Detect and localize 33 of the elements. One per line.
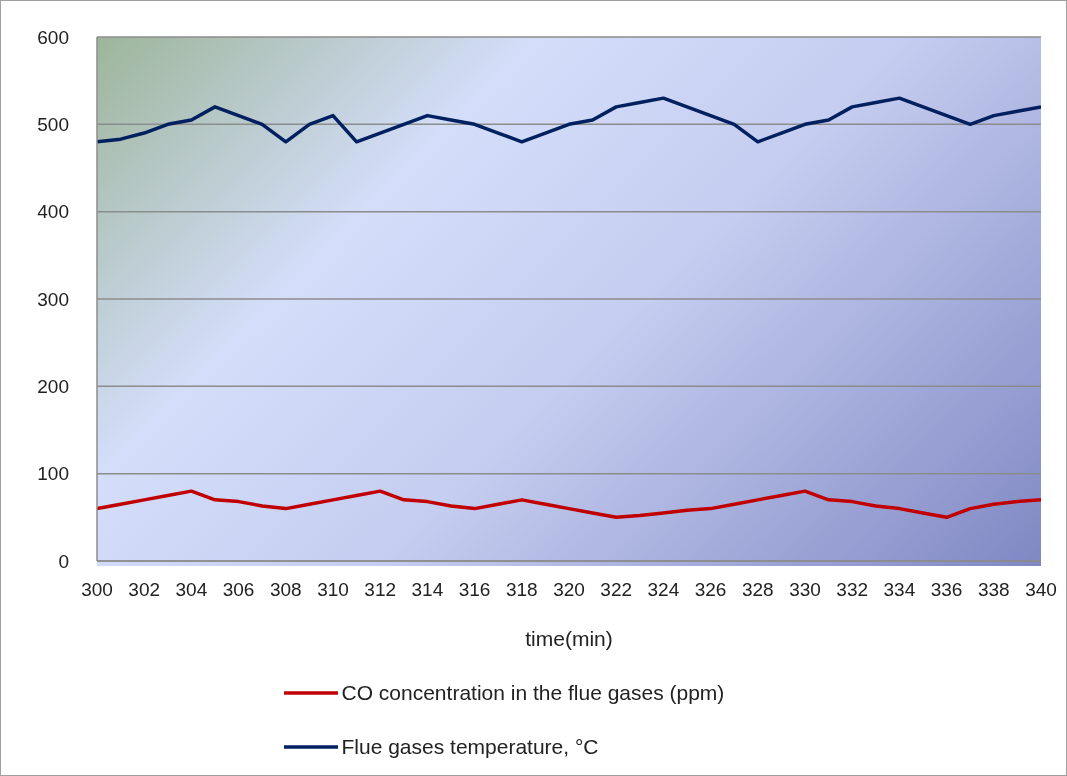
- x-tick-label: 316: [458, 579, 491, 601]
- x-tick-label: 340: [1025, 579, 1057, 601]
- x-tick-label: 324: [647, 579, 680, 601]
- line-series: [97, 96, 1041, 144]
- legend-label: CO concentration in the flue gases (ppm): [341, 681, 725, 705]
- x-axis-title: time(min): [525, 627, 613, 650]
- x-tick-label: 312: [364, 579, 397, 601]
- x-tick-label: 304: [175, 579, 208, 601]
- x-tick-label: 336: [930, 579, 963, 601]
- x-tick-label: 332: [836, 579, 869, 601]
- x-tick-label: 328: [741, 579, 774, 601]
- x-tick-label: 326: [694, 579, 727, 601]
- x-tick-label: 322: [600, 579, 633, 601]
- x-tick-label: 338: [977, 579, 1010, 601]
- x-tick-label: 314: [411, 579, 444, 601]
- x-tick-label: 310: [317, 579, 349, 601]
- legend-label: Flue gases temperature, °C: [341, 735, 599, 759]
- x-tick-label: 320: [553, 579, 585, 601]
- y-tick-label: 600: [37, 26, 69, 48]
- y-tick-label: 300: [37, 288, 69, 310]
- x-tick-label: 330: [789, 579, 821, 601]
- x-tick-label: 306: [222, 579, 255, 601]
- x-tick-label: 300: [81, 579, 113, 601]
- y-tick-label: 400: [37, 201, 69, 223]
- x-tick-label: 334: [883, 579, 916, 601]
- y-tick-label: 100: [37, 463, 69, 485]
- y-tick-label: 200: [37, 376, 69, 398]
- x-tick-label: 308: [269, 579, 302, 601]
- y-tick-label: 500: [37, 114, 69, 136]
- line-series: [97, 489, 1041, 520]
- x-tick-label: 302: [128, 579, 161, 601]
- y-tick-label: 0: [58, 550, 69, 572]
- x-tick-label: 318: [505, 579, 538, 601]
